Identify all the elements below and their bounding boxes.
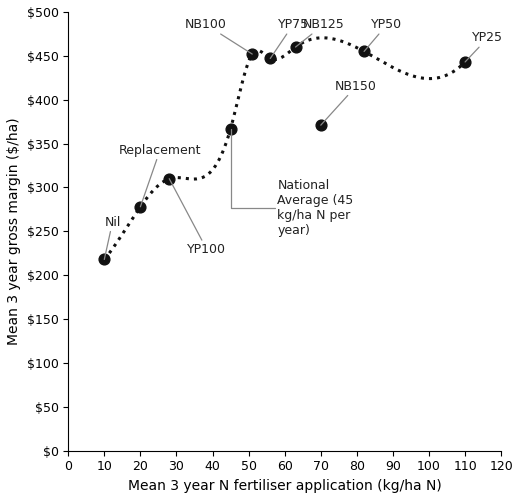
Point: [100, 256, 109, 264]
X-axis label: Mean 3 year N fertiliser application (kg/ha N): Mean 3 year N fertiliser application (kg…: [128, 479, 441, 493]
Text: YP50: YP50: [364, 18, 402, 52]
Text: YP25: YP25: [465, 32, 503, 62]
Text: YP75: YP75: [270, 18, 308, 59]
Text: National
Average (45
kg/ha N per
year): National Average (45 kg/ha N per year): [230, 128, 354, 236]
Point: [266, 54, 275, 62]
Point: [136, 203, 145, 211]
Text: NB125: NB125: [295, 18, 344, 47]
Point: [226, 124, 235, 132]
Text: YP100: YP100: [169, 178, 226, 256]
Text: Nil: Nil: [105, 216, 121, 260]
Text: NB100: NB100: [185, 18, 252, 54]
Point: [360, 48, 368, 56]
Text: NB150: NB150: [321, 80, 377, 125]
Point: [461, 58, 469, 66]
Point: [165, 174, 173, 182]
Point: [248, 50, 256, 58]
Y-axis label: Mean 3 year gross margin ($/ha): Mean 3 year gross margin ($/ha): [7, 118, 21, 345]
Point: [291, 43, 300, 51]
Text: Replacement: Replacement: [119, 144, 201, 207]
Point: [317, 121, 325, 129]
